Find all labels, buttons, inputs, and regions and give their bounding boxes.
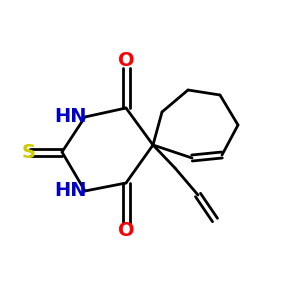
Text: HN: HN xyxy=(55,106,87,125)
Text: HN: HN xyxy=(55,181,87,200)
Text: S: S xyxy=(22,142,36,161)
Text: O: O xyxy=(118,50,134,70)
Text: O: O xyxy=(118,221,134,241)
